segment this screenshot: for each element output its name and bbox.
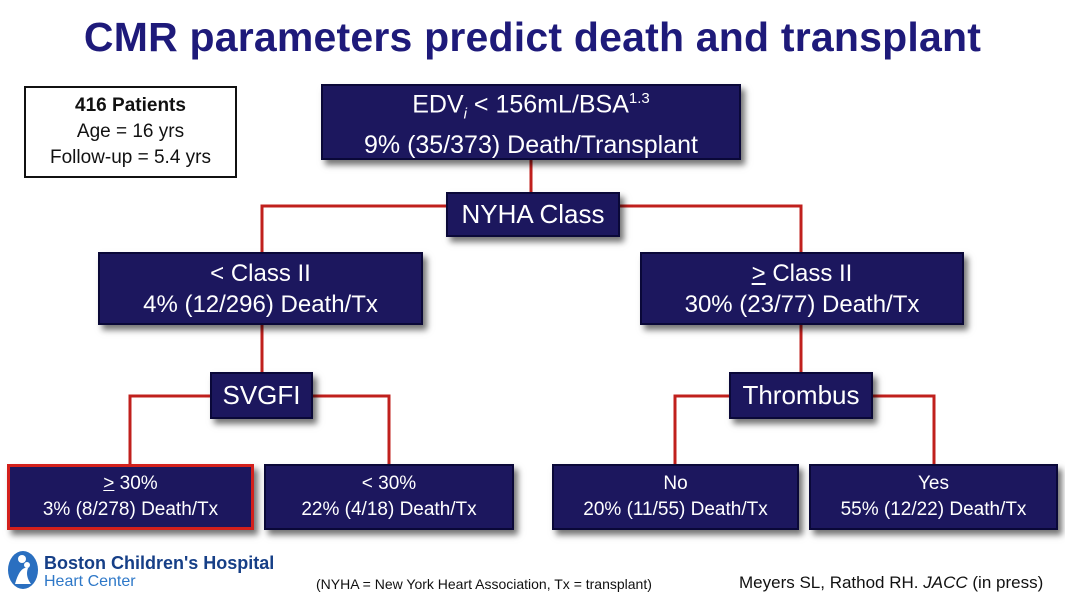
connector-thrombus-rl [673,394,729,464]
leaf-svgfi-ge-30: > 30% 3% (8/278) Death/Tx [7,464,254,530]
split-svgfi: SVGFI [210,372,313,419]
leaf-svgfi-lt-30: < 30% 22% (4/18) Death/Tx [264,464,514,530]
connector-svgfi-ll [128,394,210,464]
logo-hospital-name: Boston Children's Hospital [44,553,275,573]
logo-heart-center: Heart Center [44,573,136,590]
patient-summary-box: 416 Patients Age = 16 yrs Follow-up = 5.… [24,86,237,178]
node-label: < Class II [210,259,311,287]
node-stat: 30% (23/77) Death/Tx [684,290,920,318]
leaf-label: > 30% [103,473,158,494]
leaf-stat: 20% (11/55) Death/Tx [583,499,768,520]
patient-count: 416 Patients [75,95,186,116]
connector-nyha-left [260,204,446,252]
patient-age: Age = 16 yrs [76,121,185,142]
leaf-stat: 3% (8/278) Death/Tx [42,499,219,520]
connector-nyha-right [620,204,803,252]
connector-svgfi-lr [313,394,391,464]
root-node-label: EDVi < 156mL/BSA1.3 [412,90,650,123]
node-greater-equal-class-ii: > Class II 30% (23/77) Death/Tx [640,252,964,325]
leaf-thrombus-no: No 20% (11/55) Death/Tx [552,464,799,530]
node-stat: 4% (12/296) Death/Tx [143,290,378,318]
split-thrombus: Thrombus [729,372,873,419]
leaf-label: < 30% [361,473,417,494]
leaf-stat: 22% (4/18) Death/Tx [301,499,477,520]
root-node-stat: 9% (35/373) Death/Transplant [364,130,698,159]
split-nyha-class: NYHA Class [446,192,620,237]
leaf-label: No [663,473,688,494]
node-less-than-class-ii: < Class II 4% (12/296) Death/Tx [98,252,423,325]
connector-thrombus-rr [873,394,936,464]
leaf-thrombus-yes: Yes 55% (12/22) Death/Tx [809,464,1058,530]
citation: Meyers SL, Rathod RH. JACC (in press) [739,573,1044,592]
leaf-stat: 55% (12/22) Death/Tx [840,499,1027,520]
node-label: > Class II [751,259,853,287]
abbreviation-footnote: (NYHA = New York Heart Association, Tx =… [316,576,652,592]
leaf-label: Yes [918,473,949,494]
patient-followup: Follow-up = 5.4 yrs [49,147,212,168]
hospital-logo-icon [8,551,38,589]
slide-title: CMR parameters predict death and transpl… [83,14,982,60]
root-node: EDVi < 156mL/BSA1.3 9% (35/373) Death/Tr… [321,84,741,160]
